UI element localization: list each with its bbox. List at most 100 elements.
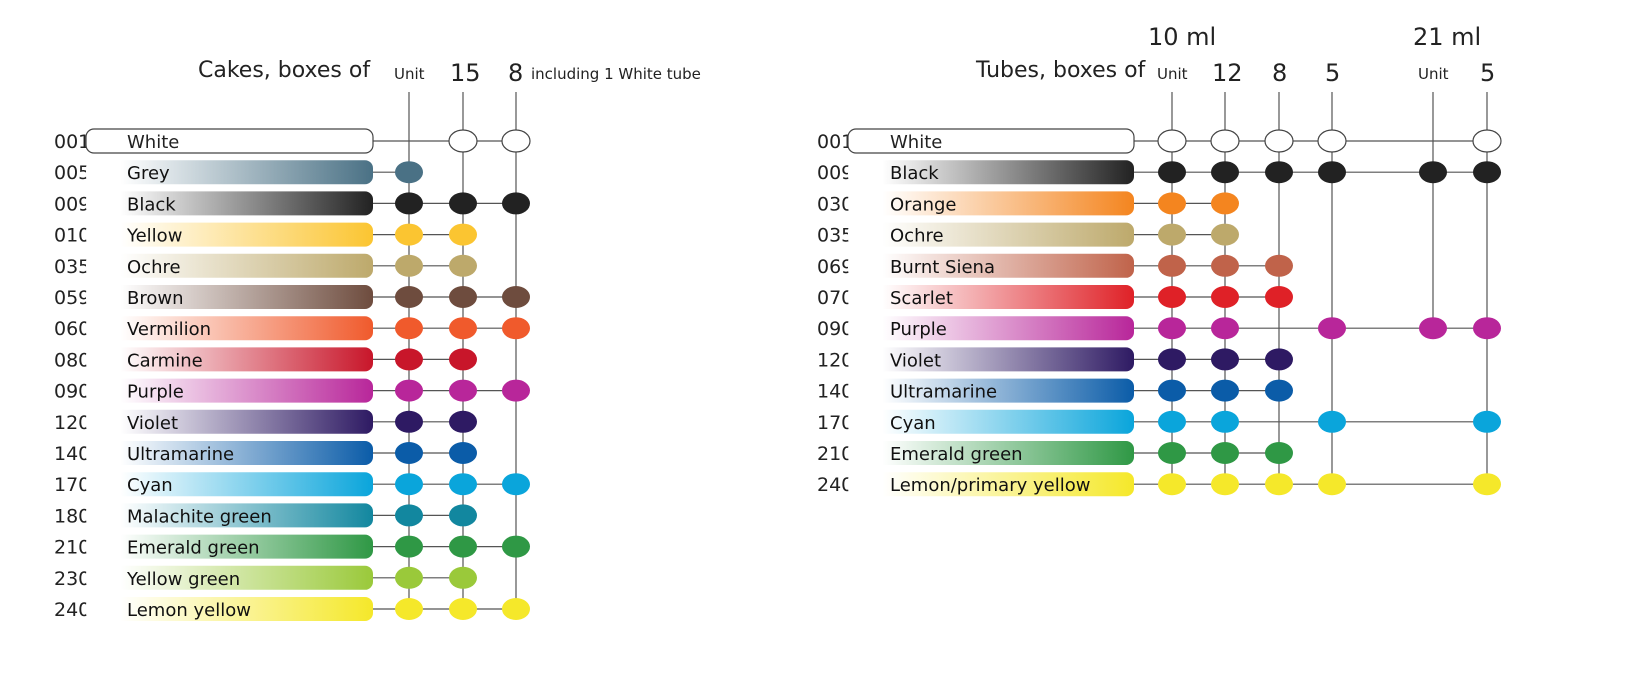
cakes-swatch-bar bbox=[86, 565, 373, 590]
tubes-swatch-bar bbox=[848, 347, 1134, 372]
tubes-col-12: 12 bbox=[1212, 59, 1243, 87]
cakes-color-row: 180 Malachite green bbox=[54, 503, 373, 528]
tubes-color-code: 170 bbox=[817, 412, 853, 434]
tubes-color-code: 140 bbox=[817, 381, 853, 403]
tubes-col-5-10ml: 5 bbox=[1325, 59, 1341, 87]
cakes-availability-dot bbox=[449, 598, 477, 620]
cakes-color-code: 240 bbox=[54, 599, 90, 621]
cakes-swatch-bar bbox=[86, 316, 373, 341]
cakes-color-row: 170 Cyan bbox=[54, 472, 373, 497]
tubes-color-row: 070 Scarlet bbox=[817, 285, 1134, 309]
tubes-availability-dot bbox=[1265, 286, 1293, 308]
tubes-color-name: Ochre bbox=[890, 226, 944, 247]
tubes-color-name: Violet bbox=[890, 350, 941, 371]
cakes-color-row: 060 Vermilion bbox=[54, 316, 373, 341]
cakes-availability-dot bbox=[449, 317, 477, 340]
tubes-color-code: 009 bbox=[817, 162, 853, 184]
tubes-availability-dot bbox=[1318, 410, 1346, 433]
cakes-swatch-bar bbox=[86, 222, 373, 247]
cakes-color-row: 035 Ochre bbox=[54, 253, 373, 278]
cakes-color-name: White bbox=[127, 132, 179, 153]
cakes-availability-dot bbox=[502, 317, 530, 340]
cakes-color-code: 001 bbox=[54, 131, 90, 153]
tubes-group-21ml: 21 ml bbox=[1413, 23, 1482, 51]
cakes-availability-dot bbox=[502, 286, 530, 308]
tubes-availability-dot bbox=[1265, 473, 1293, 496]
cakes-availability-dot bbox=[502, 473, 530, 496]
cakes-swatch-bar bbox=[86, 472, 373, 497]
tubes-availability-dot bbox=[1211, 317, 1239, 340]
cakes-color-row: 001 White bbox=[54, 128, 374, 154]
cakes-availability-dot bbox=[449, 410, 477, 433]
cakes-availability-dot bbox=[395, 254, 423, 277]
cakes-availability-dot bbox=[395, 504, 423, 527]
tubes-color-name: Black bbox=[890, 163, 939, 184]
cakes-availability-dot bbox=[395, 410, 423, 433]
cakes-color-code: 035 bbox=[54, 256, 90, 278]
cakes-availability-dot bbox=[449, 348, 477, 371]
cakes-availability-dot bbox=[395, 566, 423, 589]
cakes-color-code: 059 bbox=[54, 287, 90, 309]
cakes-availability-dot bbox=[395, 598, 423, 620]
cakes-color-row: 080 Carmine bbox=[54, 347, 373, 372]
cakes-availability-dot bbox=[449, 192, 477, 215]
cakes-color-row: 009 Black bbox=[54, 191, 373, 216]
cakes-col-8-note: including 1 White tube bbox=[531, 65, 701, 83]
cakes-color-name: Grey bbox=[127, 163, 170, 184]
tubes-swatch-bar bbox=[848, 191, 1134, 216]
tubes-swatch-bar bbox=[848, 160, 1134, 185]
tubes-availability-dot bbox=[1419, 161, 1447, 184]
cakes-availability-dot bbox=[502, 192, 530, 215]
cakes-col-unit: Unit bbox=[394, 65, 425, 83]
cakes-color-code: 005 bbox=[54, 162, 90, 184]
cakes-swatch-bar bbox=[86, 285, 373, 309]
cakes-swatch-bar bbox=[86, 597, 373, 621]
tubes-col-8: 8 bbox=[1272, 59, 1288, 87]
tubes-color-code: 070 bbox=[817, 287, 853, 309]
cakes-availability-dot bbox=[502, 598, 530, 620]
tubes-color-row: 090 Purple bbox=[817, 316, 1134, 341]
cakes-title: Cakes, boxes of bbox=[198, 58, 371, 83]
tubes-color-name: White bbox=[890, 132, 942, 153]
tubes-color-row: 240 Lemon/primary yellow bbox=[817, 472, 1134, 497]
cakes-color-code: 170 bbox=[54, 474, 90, 496]
tubes-availability-dot bbox=[1211, 223, 1239, 246]
cakes-color-code: 180 bbox=[54, 505, 90, 527]
tubes-swatch-bar bbox=[848, 253, 1134, 278]
cakes-color-code: 120 bbox=[54, 412, 90, 434]
cakes-color-code: 010 bbox=[54, 225, 90, 247]
cakes-color-row: 010 Yellow bbox=[54, 222, 373, 247]
cakes-color-code: 060 bbox=[54, 318, 90, 340]
cakes-swatch-bar bbox=[86, 503, 373, 528]
cakes-availability-dot bbox=[449, 473, 477, 496]
tubes-swatch-bar bbox=[848, 409, 1134, 434]
cakes-color-name: Purple bbox=[127, 382, 184, 403]
cakes-availability-dot bbox=[502, 379, 530, 402]
tubes-availability-dot bbox=[1158, 348, 1186, 371]
tubes-availability-dot bbox=[1318, 473, 1346, 496]
cakes-swatch-bar bbox=[85, 128, 374, 154]
cakes-color-code: 230 bbox=[54, 568, 90, 590]
tubes-color-code: 069 bbox=[817, 256, 853, 278]
tubes-color-row: 210 Emerald green bbox=[817, 441, 1134, 465]
tubes-availability-dot bbox=[1211, 254, 1239, 277]
tubes-col-5-21ml: 5 bbox=[1480, 59, 1496, 87]
tubes-swatch-bar bbox=[848, 316, 1134, 341]
tubes-availability-dot bbox=[1473, 410, 1501, 433]
cakes-swatch-bar bbox=[86, 253, 373, 278]
tubes-availability-dot bbox=[1158, 410, 1186, 433]
cakes-color-row: 090 Purple bbox=[54, 378, 373, 403]
tubes-availability-dot bbox=[1317, 129, 1347, 153]
cakes-availability-dot bbox=[395, 379, 423, 402]
tubes-color-name: Purple bbox=[890, 319, 947, 340]
tubes-color-row: 030 Orange bbox=[817, 191, 1134, 216]
tubes-availability-dot bbox=[1473, 473, 1501, 496]
tubes-availability-dot bbox=[1157, 129, 1187, 153]
cakes-availability-dot bbox=[449, 254, 477, 277]
tubes-swatch-bar bbox=[848, 285, 1134, 309]
tubes-color-name: Burnt Siena bbox=[890, 257, 995, 278]
tubes-color-row: 069 Burnt Siena bbox=[817, 253, 1134, 278]
cakes-availability-dot bbox=[395, 161, 423, 184]
cakes-swatch-bar bbox=[86, 441, 373, 465]
cakes-color-name: Lemon yellow bbox=[127, 600, 251, 621]
